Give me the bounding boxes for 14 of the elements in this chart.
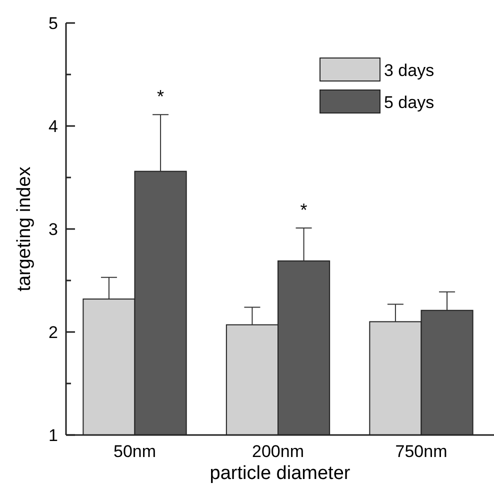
y-tick-label: 2 <box>48 322 58 342</box>
x-tick-label: 750nm <box>395 442 448 461</box>
y-tick-label: 1 <box>48 426 58 445</box>
y-tick-label: 3 <box>48 220 58 239</box>
x-tick-label: 200nm <box>252 442 304 461</box>
annotation: * <box>300 200 308 220</box>
y-tick-label: 4 <box>48 116 58 136</box>
annotation: * <box>157 86 164 107</box>
x-axis-title: particle diameter <box>210 463 351 484</box>
x-tick-label: 50nm <box>113 442 156 461</box>
legend-label: 3 days <box>384 60 434 80</box>
y-axis-title: targeting index <box>14 166 35 292</box>
legend-label: 5 days <box>384 92 434 112</box>
y-tick-label: 5 <box>48 14 58 33</box>
